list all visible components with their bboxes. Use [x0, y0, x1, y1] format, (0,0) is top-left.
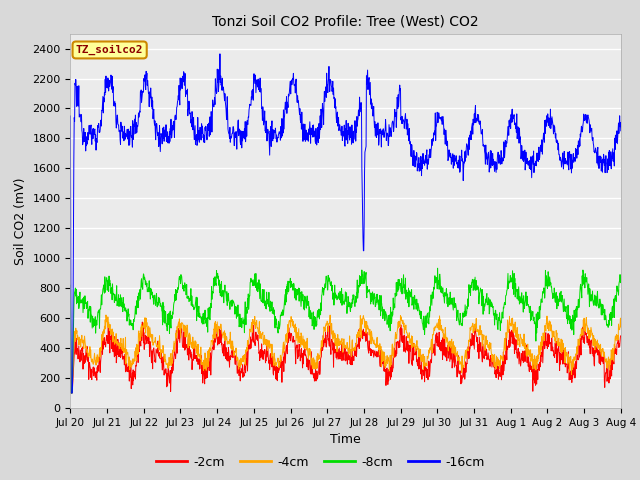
- -4cm: [67, 327, 74, 333]
- -2cm: [252, 343, 259, 348]
- X-axis label: Time: Time: [330, 433, 361, 446]
- -4cm: [177, 321, 184, 327]
- Line: -2cm: -2cm: [70, 322, 621, 393]
- -8cm: [504, 280, 511, 286]
- -16cm: [617, 128, 625, 134]
- Line: -8cm: -8cm: [70, 268, 621, 393]
- -8cm: [67, 282, 74, 288]
- Text: TZ_soilco2: TZ_soilco2: [76, 45, 143, 55]
- -16cm: [216, 51, 224, 57]
- -8cm: [67, 390, 75, 396]
- -4cm: [552, 327, 560, 333]
- -16cm: [67, 113, 74, 119]
- Line: -4cm: -4cm: [70, 315, 621, 393]
- Legend: -2cm, -4cm, -8cm, -16cm: -2cm, -4cm, -8cm, -16cm: [150, 451, 490, 474]
- Line: -16cm: -16cm: [70, 54, 621, 393]
- Y-axis label: Soil CO2 (mV): Soil CO2 (mV): [14, 177, 27, 264]
- -16cm: [189, 123, 197, 129]
- -2cm: [617, 333, 625, 338]
- -16cm: [67, 390, 75, 396]
- -4cm: [67, 390, 75, 396]
- Title: Tonzi Soil CO2 Profile: Tree (West) CO2: Tonzi Soil CO2 Profile: Tree (West) CO2: [212, 14, 479, 28]
- -2cm: [67, 345, 74, 351]
- -8cm: [617, 273, 625, 279]
- -2cm: [138, 319, 146, 325]
- -2cm: [67, 390, 75, 396]
- -4cm: [432, 325, 440, 331]
- -4cm: [504, 317, 511, 323]
- -8cm: [434, 265, 442, 271]
- -16cm: [432, 138, 440, 144]
- -8cm: [431, 279, 439, 285]
- -2cm: [504, 347, 511, 352]
- -8cm: [189, 303, 197, 309]
- -4cm: [189, 339, 197, 345]
- -16cm: [504, 130, 511, 135]
- -8cm: [176, 276, 184, 282]
- -4cm: [617, 324, 625, 330]
- -2cm: [177, 327, 184, 333]
- -16cm: [176, 102, 184, 108]
- -16cm: [252, 72, 259, 78]
- -2cm: [432, 336, 440, 342]
- -16cm: [552, 139, 560, 144]
- -2cm: [552, 338, 560, 344]
- -2cm: [189, 346, 197, 351]
- -8cm: [552, 289, 560, 295]
- -4cm: [252, 324, 259, 329]
- -4cm: [102, 312, 110, 318]
- -8cm: [251, 271, 259, 277]
